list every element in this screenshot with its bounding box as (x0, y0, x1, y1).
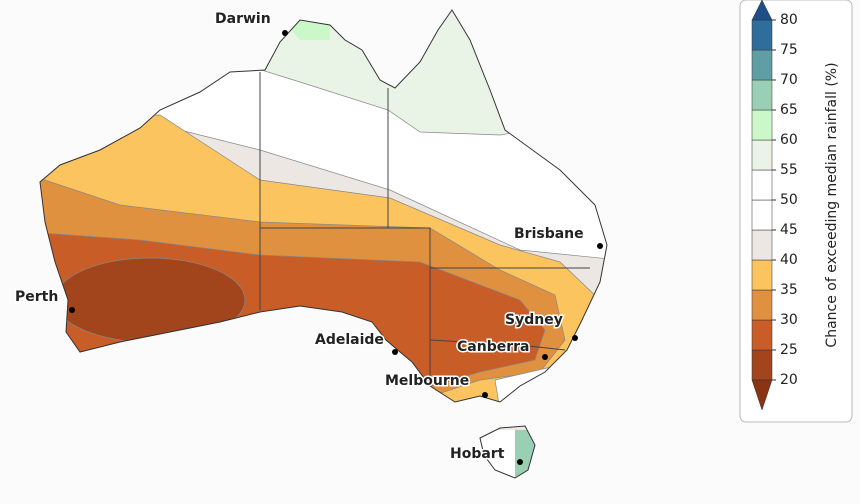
city-marker (282, 30, 288, 36)
colorbar-bin (751, 319, 773, 351)
city-label: Hobart (450, 446, 505, 462)
city-marker (392, 349, 398, 355)
colorbar-tick-label: 75 (780, 42, 798, 58)
colorbar-bin (751, 109, 773, 141)
city-label: Canberra (457, 339, 529, 355)
city-marker (69, 307, 75, 313)
colorbar-tick-label: 45 (780, 222, 798, 238)
colorbar-tick-label: 35 (780, 282, 798, 298)
colorbar-tick-label: 55 (780, 162, 798, 178)
colorbar-tick-label: 25 (780, 342, 798, 358)
colorbar-bin (751, 79, 773, 111)
legend-title: Chance of exceeding median rainfall (%) (824, 62, 840, 347)
city-label: Sydney (505, 312, 563, 328)
colorbar-tick-label: 65 (780, 102, 798, 118)
colorbar-under (751, 379, 773, 411)
city-marker (517, 459, 523, 465)
colorbar-bin (751, 49, 773, 81)
city-label: Melbourne (385, 373, 469, 389)
colorbar-tick-label: 50 (780, 192, 798, 208)
colorbar-bin (751, 169, 773, 201)
colorbar-tick-label: 30 (780, 312, 798, 328)
colorbar-tick-label: 40 (780, 252, 798, 268)
city-marker (542, 354, 548, 360)
colorbar-tick-label: 70 (780, 72, 798, 88)
city-label: Darwin (215, 11, 271, 27)
colorbar-bin (751, 349, 773, 381)
city-marker (482, 392, 488, 398)
city-label: Adelaide (315, 332, 384, 348)
rainfall-shading (40, 10, 607, 478)
city-label: Brisbane (514, 226, 584, 242)
colorbar-bin (751, 199, 773, 231)
colorbar-bin (751, 139, 773, 171)
colorbar-bin (751, 289, 773, 321)
city-marker (597, 243, 603, 249)
colorbar-tick-label: 20 (780, 372, 798, 388)
colorbar-tick-label: 60 (780, 132, 798, 148)
colorbar-bin (751, 259, 773, 291)
colorbar-over (751, 0, 773, 21)
state-borders (259, 72, 590, 386)
city-marker (572, 335, 578, 341)
colorbar-tick-label: 80 (780, 12, 798, 28)
colorbar-bin (751, 19, 773, 51)
coastline (39, 9, 608, 479)
colorbar-bin (751, 229, 773, 261)
city-label: Perth (15, 289, 58, 305)
